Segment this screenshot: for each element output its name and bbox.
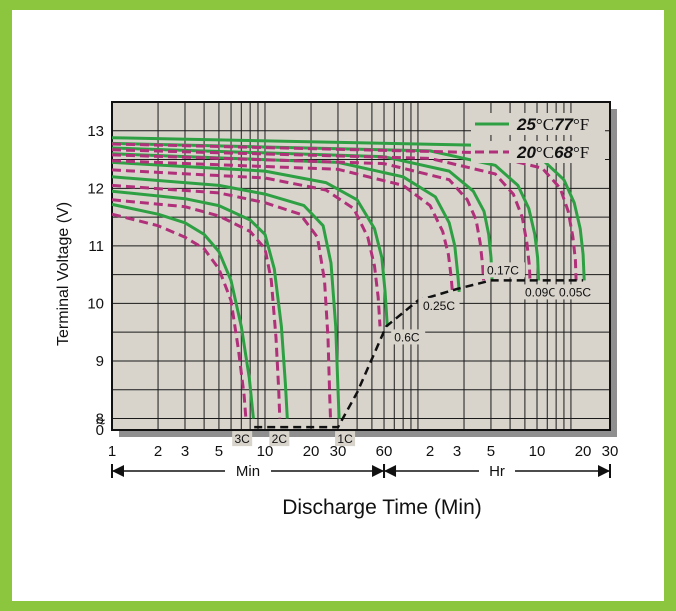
time-range-arrow bbox=[598, 465, 610, 477]
x-tick-label: 5 bbox=[215, 443, 223, 460]
curve-solid-0.25C bbox=[111, 152, 461, 293]
rate-label-bg bbox=[483, 262, 525, 278]
curve-solid-1C bbox=[111, 175, 341, 419]
plot-border bbox=[111, 101, 611, 431]
x-tick-label: 1 bbox=[108, 443, 116, 460]
curve-solid-2C bbox=[111, 189, 289, 419]
rate-label-0.6C: 0.6C bbox=[394, 330, 420, 344]
x-tick-label: 3 bbox=[453, 443, 461, 460]
rate-label-1C: 1C bbox=[337, 432, 353, 446]
rate-label-bg bbox=[335, 431, 356, 447]
rate-label-bg bbox=[554, 284, 596, 300]
legend-bg bbox=[471, 141, 605, 163]
time-range-label: Hr bbox=[489, 463, 505, 480]
rate-label-bg bbox=[418, 297, 460, 313]
legend-bg bbox=[471, 113, 605, 135]
y-tick-label: 13 bbox=[87, 123, 104, 140]
x-tick-label: 30 bbox=[602, 443, 619, 460]
time-range-arrow bbox=[384, 465, 397, 477]
x-tick-label: 2 bbox=[426, 443, 434, 460]
x-tick-label: 20 bbox=[303, 443, 320, 460]
y-axis-title: Terminal Voltage (V) bbox=[55, 202, 72, 346]
curve-dashed-0.09C bbox=[111, 148, 532, 281]
curve-dashed-0.25C bbox=[111, 159, 454, 293]
rate-label-0.05C: 0.05C bbox=[559, 285, 591, 299]
rate-label-2C: 2C bbox=[272, 432, 288, 446]
legend-entry-dashed: 20°C68°F bbox=[516, 143, 589, 162]
x-tick-label: 30 bbox=[330, 443, 347, 460]
y-tick-label: 9 bbox=[96, 353, 104, 370]
x-tick-label: 10 bbox=[257, 443, 274, 460]
x-axis-title: Discharge Time (Min) bbox=[282, 496, 482, 519]
curve-dashed-0.17C bbox=[111, 153, 485, 281]
curve-solid-0.6C bbox=[111, 160, 389, 327]
rate-label-0.25C: 0.25C bbox=[423, 299, 455, 313]
curve-dashed-0.6C bbox=[111, 168, 382, 327]
time-range-arrow bbox=[372, 465, 385, 477]
x-tick-label: 60 bbox=[376, 443, 393, 460]
y-tick-label: 0 bbox=[96, 422, 104, 439]
x-tick-label: 2 bbox=[154, 443, 162, 460]
rate-label-3C: 3C bbox=[235, 432, 251, 446]
time-range-arrow bbox=[112, 465, 124, 477]
legend-entry-solid: 25°C77°F bbox=[516, 115, 589, 134]
x-tick-label: 3 bbox=[181, 443, 189, 460]
curve-dashed-2C bbox=[111, 198, 282, 419]
curve-solid-0.17C bbox=[111, 146, 494, 281]
rate-label-0.17C: 0.17C bbox=[487, 263, 519, 277]
x-tick-label: 20 bbox=[575, 443, 592, 460]
end-voltage-line bbox=[254, 279, 584, 429]
rate-label-0.09C: 0.09C bbox=[525, 285, 557, 299]
y-axis-break-symbol: ≈ bbox=[96, 414, 105, 431]
curve-solid-0.09C bbox=[111, 141, 541, 281]
chart-card: 13 12 11 10 9 8 0 ≈1 2 3 5 10 20 30 60 2 3 5 10 20 30 Min Hr Di… bbox=[12, 10, 664, 601]
curve-dashed-3C bbox=[111, 212, 248, 419]
rate-label-bg bbox=[269, 431, 290, 447]
time-range-label: Min bbox=[236, 463, 260, 480]
y-tick-label: 8 bbox=[96, 410, 104, 427]
curve-solid-3C bbox=[111, 202, 255, 419]
rate-label-bg bbox=[522, 284, 564, 300]
rate-label-bg bbox=[391, 329, 426, 345]
y-tick-label: 12 bbox=[87, 180, 104, 197]
x-tick-label: 10 bbox=[529, 443, 546, 460]
rate-label-bg bbox=[232, 431, 253, 447]
y-tick-label: 11 bbox=[88, 238, 104, 255]
x-tick-label: 5 bbox=[487, 443, 495, 460]
y-tick-label: 10 bbox=[87, 295, 104, 312]
